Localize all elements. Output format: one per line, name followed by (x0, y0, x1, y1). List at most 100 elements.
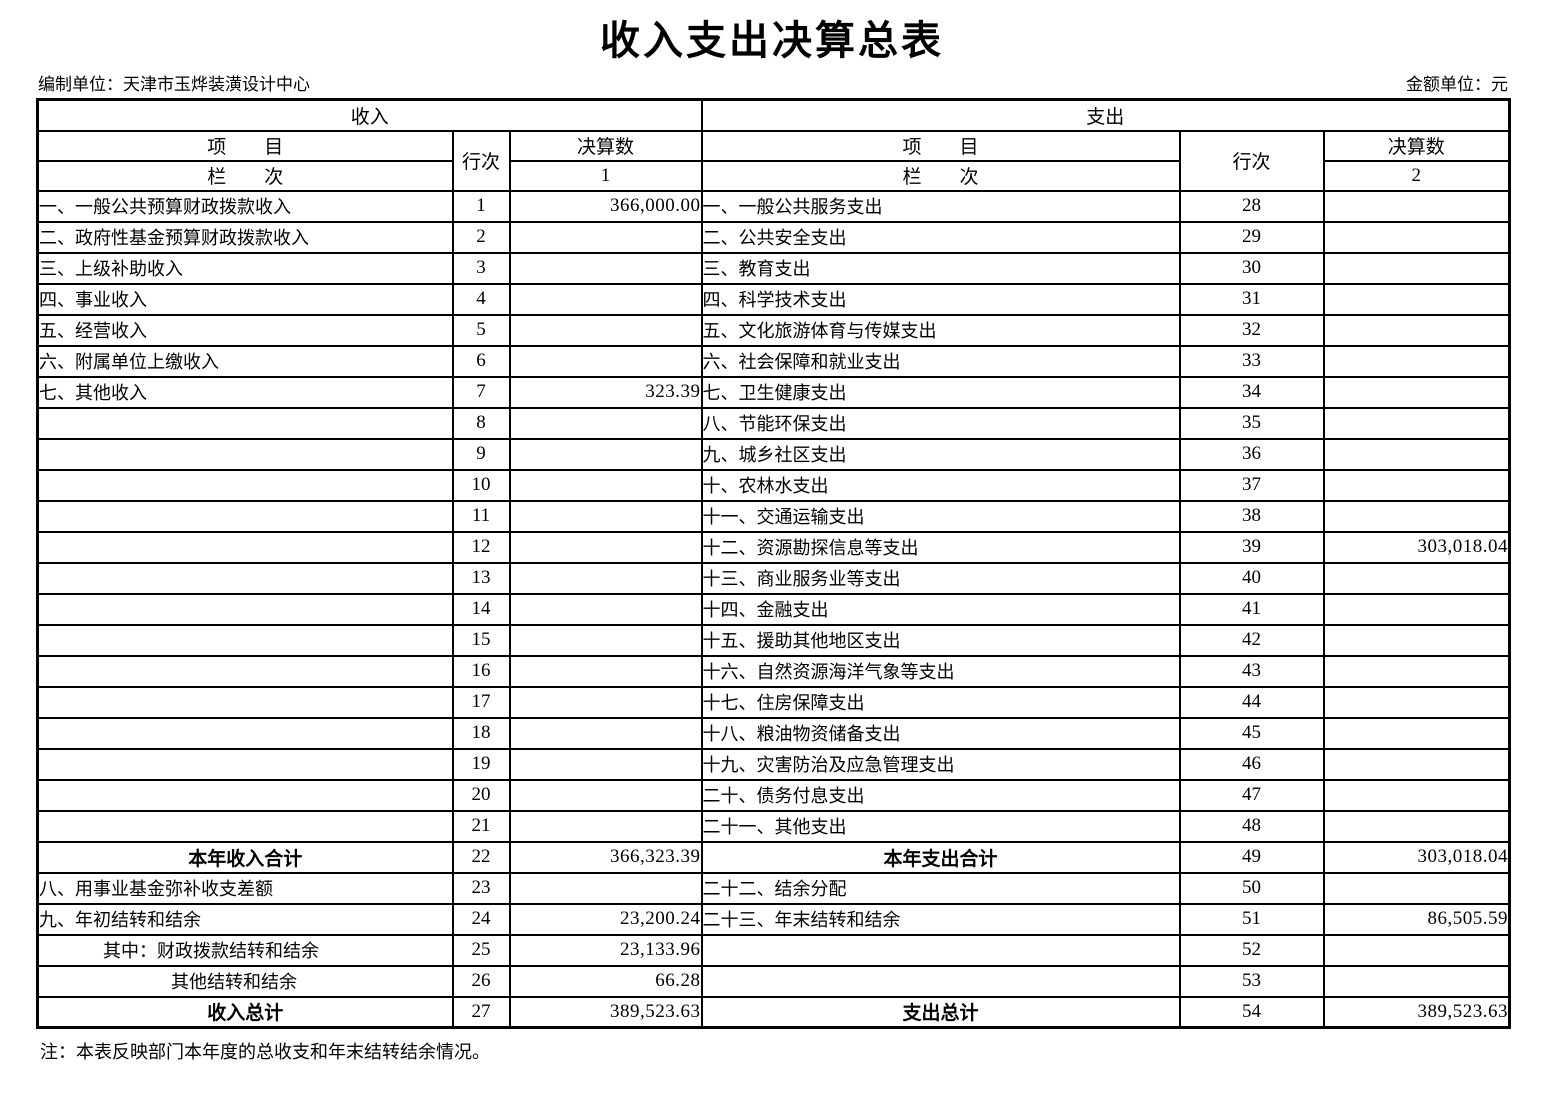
expense-amount-cell: 303,018.04 (1322, 530, 1511, 564)
income-item-cell: 收入总计 (36, 995, 454, 1029)
income-item-cell: 七、其他收入 (36, 375, 454, 409)
income-amount-cell (508, 871, 703, 905)
table-row: 13 十三、商业服务业等支出 40 (36, 561, 1511, 595)
income-amount-cell: 366,000.00 (508, 189, 703, 223)
table-row: 8 八、节能环保支出 35 (36, 406, 1511, 440)
income-line-number-cell: 19 (451, 747, 511, 781)
income-line-number-cell: 1 (451, 189, 511, 223)
income-item-cell (36, 654, 454, 688)
income-item-cell (36, 437, 454, 471)
income-item-cell: 其中：财政拨款结转和结余 (36, 933, 454, 967)
expense-amount-cell (1322, 251, 1511, 285)
expense-line-number-cell: 51 (1178, 902, 1325, 936)
income-line-number-cell: 17 (451, 685, 511, 719)
footnote: 注：本表反映部门本年度的总收支和年末结转结余情况。 (40, 1042, 490, 1062)
income-item-cell: 二、政府性基金预算财政拨款收入 (36, 220, 454, 254)
income-item-cell (36, 406, 454, 440)
expense-line-number-cell: 30 (1178, 251, 1325, 285)
final-accounts-table: 收入 支出 项 目 行次 决算数 项 目 行次 决算数 栏 次 1 栏 次 2 … (36, 98, 1512, 1029)
expense-item-cell: 十六、自然资源海洋气象等支出 (700, 654, 1181, 688)
income-item-cell: 其他结转和结余 (36, 964, 454, 998)
income-item-cell: 六、附属单位上缴收入 (36, 344, 454, 378)
income-item-cell: 一、一般公共预算财政拨款收入 (36, 189, 454, 223)
expense-item-cell: 四、科学技术支出 (700, 282, 1181, 316)
table-row: 收入总计 27 389,523.63 支出总计 54 389,523.63 (36, 995, 1511, 1029)
expense-amount-cell (1322, 933, 1511, 967)
expense-item-cell: 十一、交通运输支出 (700, 499, 1181, 533)
table-row: 六、附属单位上缴收入 6 六、社会保障和就业支出 33 (36, 344, 1511, 378)
expense-amount-cell (1322, 716, 1511, 750)
table-row: 14 十四、金融支出 41 (36, 592, 1511, 626)
expense-line-number-cell: 33 (1178, 344, 1325, 378)
expense-line-number-cell: 44 (1178, 685, 1325, 719)
table-row: 本年收入合计 22 366,323.39 本年支出合计 49 303,018.04 (36, 840, 1511, 874)
income-amount-cell (508, 561, 703, 595)
expense-amount-cell (1322, 499, 1511, 533)
income-line-number-cell: 22 (451, 840, 511, 874)
income-line-number-cell: 9 (451, 437, 511, 471)
income-amount-cell: 23,200.24 (508, 902, 703, 936)
expense-line-number-cell: 34 (1178, 375, 1325, 409)
income-amount-cell (508, 468, 703, 502)
expense-line-number-cell: 40 (1178, 561, 1325, 595)
expense-line-number-cell: 37 (1178, 468, 1325, 502)
expense-colindex-label: 栏 次 (700, 159, 1181, 192)
expense-amount-cell (1322, 964, 1511, 998)
prepared-by-label: 编制单位：天津市玉烨装潢设计中心 (38, 75, 310, 94)
expense-amount-cell (1322, 747, 1511, 781)
income-colindex-value: 1 (508, 159, 703, 192)
income-line-number-cell: 13 (451, 561, 511, 595)
income-amount-cell (508, 747, 703, 781)
expense-line-number-cell: 50 (1178, 871, 1325, 905)
expense-amount-cell (1322, 220, 1511, 254)
income-item-cell (36, 809, 454, 843)
expense-amount-cell (1322, 313, 1511, 347)
table-row: 17 十七、住房保障支出 44 (36, 685, 1511, 719)
expense-amount-cell (1322, 871, 1511, 905)
table-row: 20 二十、债务付息支出 47 (36, 778, 1511, 812)
expense-item-cell: 十三、商业服务业等支出 (700, 561, 1181, 595)
income-item-cell (36, 747, 454, 781)
expense-item-cell: 六、社会保障和就业支出 (700, 344, 1181, 378)
table-row: 16 十六、自然资源海洋气象等支出 43 (36, 654, 1511, 688)
expense-amount-cell (1322, 654, 1511, 688)
income-amount-cell (508, 499, 703, 533)
expense-item-cell: 十五、援助其他地区支出 (700, 623, 1181, 657)
expense-line-number-cell: 32 (1178, 313, 1325, 347)
income-line-number-cell: 27 (451, 995, 511, 1029)
income-line-number-cell: 26 (451, 964, 511, 998)
table-row: 其他结转和结余 26 66.28 53 (36, 964, 1511, 998)
income-item-header: 项 目 (36, 129, 454, 162)
income-amount-cell (508, 592, 703, 626)
expense-line-number-cell: 31 (1178, 282, 1325, 316)
table-row: 15 十五、援助其他地区支出 42 (36, 623, 1511, 657)
expense-line-number-cell: 36 (1178, 437, 1325, 471)
income-item-cell: 九、年初结转和结余 (36, 902, 454, 936)
expense-line-number-cell: 46 (1178, 747, 1325, 781)
expense-item-cell: 一、一般公共服务支出 (700, 189, 1181, 223)
income-item-cell (36, 778, 454, 812)
expense-item-cell: 十八、粮油物资储备支出 (700, 716, 1181, 750)
income-line-number-cell: 10 (451, 468, 511, 502)
expense-item-cell: 二十一、其他支出 (700, 809, 1181, 843)
expense-line-number-cell: 39 (1178, 530, 1325, 564)
table-row: 五、经营收入 5 五、文化旅游体育与传媒支出 32 (36, 313, 1511, 347)
income-line-number-cell: 21 (451, 809, 511, 843)
meta-row: 编制单位：天津市玉烨装潢设计中心 金额单位：元 (38, 74, 1508, 96)
expense-item-cell: 五、文化旅游体育与传媒支出 (700, 313, 1181, 347)
expense-item-cell: 支出总计 (700, 995, 1181, 1029)
expense-item-cell: 本年支出合计 (700, 840, 1181, 874)
expense-amount-header: 决算数 (1322, 129, 1511, 162)
income-colindex-label: 栏 次 (36, 159, 454, 192)
income-item-cell: 本年收入合计 (36, 840, 454, 874)
expense-item-cell: 十、农林水支出 (700, 468, 1181, 502)
expense-amount-cell (1322, 809, 1511, 843)
expense-item-cell: 二十二、结余分配 (700, 871, 1181, 905)
income-line-number-cell: 24 (451, 902, 511, 936)
table-header: 收入 支出 项 目 行次 决算数 项 目 行次 决算数 栏 次 1 栏 次 2 (36, 98, 1511, 192)
column-header-row: 项 目 行次 决算数 项 目 行次 决算数 (36, 129, 1511, 192)
table-row: 12 十二、资源勘探信息等支出 39 303,018.04 (36, 530, 1511, 564)
income-amount-cell: 323.39 (508, 375, 703, 409)
table-row: 一、一般公共预算财政拨款收入 1 366,000.00 一、一般公共服务支出 28 (36, 189, 1511, 223)
income-item-cell: 四、事业收入 (36, 282, 454, 316)
